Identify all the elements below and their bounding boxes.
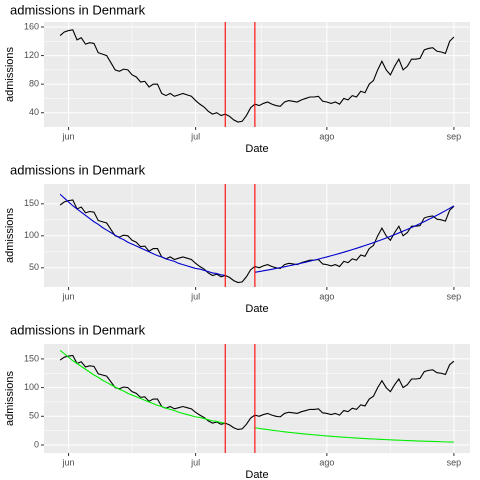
panel: admissions in Denmark 40 80 120 160 jun jul ago… xyxy=(4,2,470,155)
x-tick-label: sep xyxy=(447,131,462,141)
panel: admissions in Denmark 0 50 100 150 jun jul ago s… xyxy=(4,322,470,480)
x-tick-label: jun xyxy=(62,131,75,141)
x-tick-label: jun xyxy=(62,457,75,467)
y-tick-label: 150 xyxy=(24,198,39,208)
plot-background xyxy=(44,344,470,453)
y-tick-label: 40 xyxy=(29,107,39,117)
chart-title: admissions in Denmark xyxy=(10,322,146,337)
y-tick-label: 50 xyxy=(29,411,39,421)
x-tick-label: ago xyxy=(319,131,334,141)
plot-background xyxy=(44,22,470,127)
y-axis-label: admissions xyxy=(4,46,16,102)
y-tick-label: 100 xyxy=(24,230,39,240)
series-line xyxy=(59,349,454,443)
x-tick-label: ago xyxy=(319,291,334,301)
series-line xyxy=(59,193,455,277)
chart-title: admissions in Denmark xyxy=(10,2,146,17)
panel: admissions in Denmark 50 100 150 jun jul ago se… xyxy=(4,162,470,315)
y-tick-label: 150 xyxy=(24,353,39,363)
series-line xyxy=(59,354,455,431)
series-line xyxy=(59,29,455,123)
x-tick-label: sep xyxy=(447,291,462,301)
x-tick-label: ago xyxy=(319,457,334,467)
x-tick-label: jun xyxy=(62,291,75,301)
x-axis-label: Date xyxy=(245,303,268,315)
chart-title: admissions in Denmark xyxy=(10,162,146,177)
x-axis-label: Date xyxy=(245,143,268,155)
x-tick-label: jul xyxy=(190,457,200,467)
y-tick-label: 50 xyxy=(29,262,39,272)
y-tick-label: 80 xyxy=(29,79,39,89)
x-axis-label: Date xyxy=(245,469,268,480)
x-tick-label: jul xyxy=(190,291,200,301)
y-tick-label: 120 xyxy=(24,50,39,60)
x-tick-label: jul xyxy=(190,131,200,141)
y-axis-label: admissions xyxy=(4,207,16,263)
y-axis-label: admissions xyxy=(4,370,16,426)
x-tick-label: sep xyxy=(447,457,462,467)
series-line xyxy=(59,199,455,284)
y-tick-label: 160 xyxy=(24,21,39,31)
y-tick-label: 100 xyxy=(24,382,39,392)
y-tick-label: 0 xyxy=(34,439,39,449)
